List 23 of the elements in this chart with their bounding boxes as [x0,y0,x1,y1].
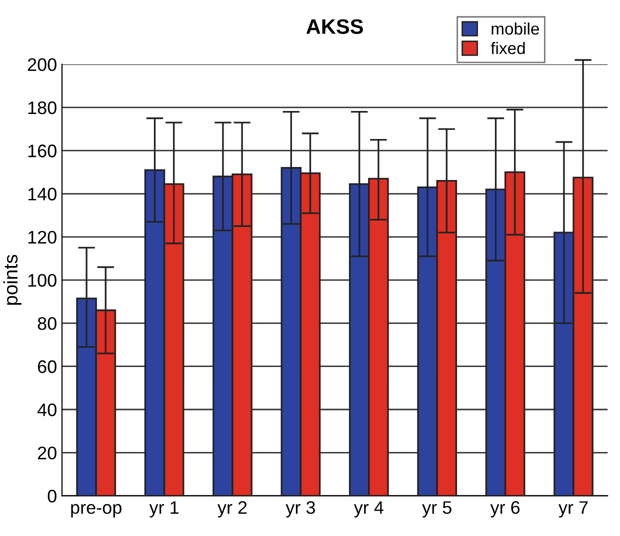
chart-title: AKSS [306,19,363,34]
y-tick-label: 60 [38,360,56,374]
y-tick-label: 160 [28,144,56,158]
y-tick-label: 0 [48,490,56,503]
y-tick-label: 140 [28,188,56,200]
y-tick-label: 100 [28,274,56,287]
y-tick-label: 40 [37,403,56,416]
y-tick-label: 20 [38,446,56,460]
x-tick-label: pre-op [71,504,122,518]
x-tick-label: yr 7 [558,501,588,518]
y-tick-label: 80 [38,317,56,330]
y-tick-label: 120 [28,230,56,244]
x-tick-label: yr 4 [354,501,384,518]
legend-label: mobile [492,22,539,35]
x-tick-label: yr 2 [217,501,247,518]
x-tick-label: yr 6 [490,501,520,518]
x-tick-label: yr 3 [286,501,315,518]
legend-label: fixed [490,42,525,54]
y-axis-title: points [3,254,22,305]
y-tick-label: 200 [28,58,56,72]
x-tick-label: yr 5 [422,501,452,518]
x-tick-label: yr 1 [149,501,178,518]
y-tick-label: 180 [28,101,56,114]
